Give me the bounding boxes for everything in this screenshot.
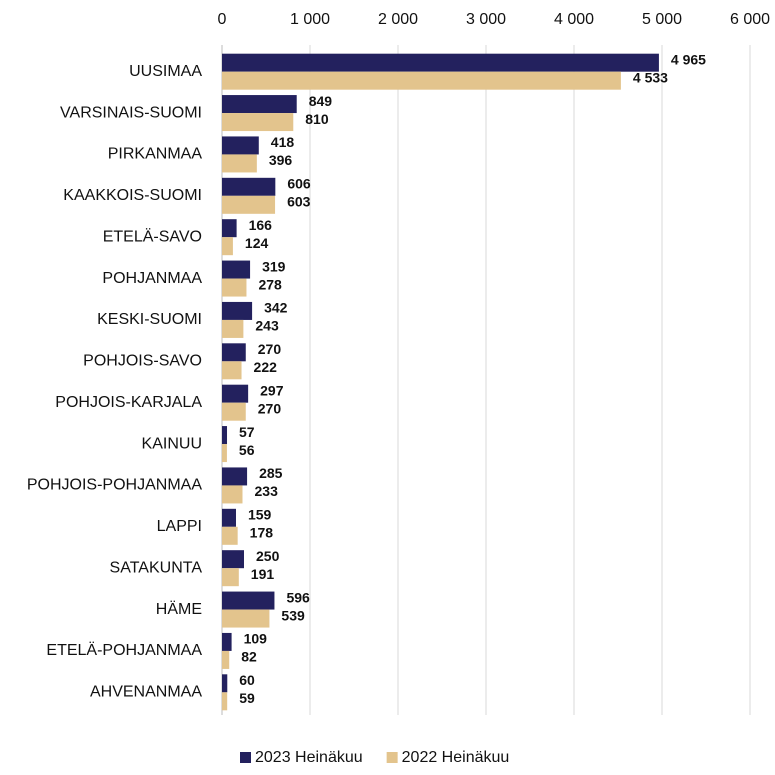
y-tick-label: PIRKANMAA bbox=[108, 146, 203, 163]
value-label: 233 bbox=[255, 483, 279, 499]
bar bbox=[222, 508, 236, 527]
value-label: 178 bbox=[250, 525, 274, 541]
bar bbox=[222, 237, 233, 256]
value-label: 278 bbox=[258, 276, 282, 292]
y-tick-label: VARSINAIS-SUOMI bbox=[60, 104, 202, 121]
value-label: 4 533 bbox=[633, 69, 668, 85]
value-label: 606 bbox=[287, 176, 311, 192]
value-label: 4 965 bbox=[671, 51, 706, 67]
bar bbox=[222, 426, 228, 445]
x-tick-label: 4 000 bbox=[554, 11, 594, 28]
bar bbox=[222, 526, 238, 545]
bar bbox=[222, 71, 621, 90]
value-label: 166 bbox=[249, 217, 273, 233]
bar bbox=[222, 591, 275, 610]
x-tick-label: 2 000 bbox=[378, 11, 418, 28]
value-label: 418 bbox=[271, 134, 295, 150]
value-label: 82 bbox=[241, 649, 257, 665]
bar bbox=[222, 319, 244, 338]
bar bbox=[222, 485, 243, 504]
bar bbox=[222, 674, 228, 693]
bar bbox=[222, 632, 232, 651]
bar bbox=[222, 219, 237, 238]
legend-label: 2022 Heinäkuu bbox=[402, 749, 510, 766]
x-tick-label: 0 bbox=[218, 11, 227, 28]
y-tick-label: UUSIMAA bbox=[129, 63, 202, 80]
value-label: 603 bbox=[287, 194, 311, 210]
y-tick-label: POHJANMAA bbox=[102, 270, 202, 287]
y-tick-label: POHJOIS-SAVO bbox=[83, 353, 202, 370]
bar bbox=[222, 467, 248, 486]
y-tick-label: AHVENANMAA bbox=[90, 684, 202, 701]
value-label: 342 bbox=[264, 300, 288, 316]
bar bbox=[222, 260, 251, 279]
bar bbox=[222, 154, 257, 173]
value-label: 222 bbox=[254, 359, 278, 375]
value-label: 319 bbox=[262, 258, 286, 274]
value-label: 191 bbox=[251, 566, 275, 582]
value-label: 270 bbox=[258, 400, 282, 416]
value-label: 159 bbox=[248, 507, 272, 523]
x-tick-label: 6 000 bbox=[730, 11, 770, 28]
bar bbox=[222, 568, 239, 587]
value-label: 396 bbox=[269, 152, 293, 168]
bar bbox=[222, 195, 276, 214]
y-tick-label: HÄME bbox=[156, 600, 202, 618]
bar bbox=[222, 402, 246, 421]
y-tick-label: POHJOIS-KARJALA bbox=[55, 394, 202, 411]
bar bbox=[222, 177, 276, 196]
bar bbox=[222, 361, 242, 380]
bar bbox=[222, 609, 270, 628]
legend-swatch bbox=[240, 752, 251, 763]
bar bbox=[222, 692, 228, 711]
value-label: 810 bbox=[305, 111, 329, 127]
value-label: 297 bbox=[260, 382, 284, 398]
value-label: 57 bbox=[239, 424, 255, 440]
value-label: 243 bbox=[255, 318, 279, 334]
bar bbox=[222, 113, 294, 132]
bar bbox=[222, 278, 247, 297]
y-tick-label: KESKI-SUOMI bbox=[97, 311, 202, 328]
value-label: 250 bbox=[256, 548, 280, 564]
x-tick-label: 5 000 bbox=[642, 11, 682, 28]
y-tick-label: POHJOIS-POHJANMAA bbox=[27, 477, 202, 494]
value-label: 109 bbox=[244, 631, 268, 647]
y-tick-label: ETELÄ-POHJANMAA bbox=[46, 641, 202, 659]
value-label: 60 bbox=[239, 672, 255, 688]
y-tick-label: KAAKKOIS-SUOMI bbox=[63, 187, 202, 204]
bar bbox=[222, 343, 246, 362]
value-label: 539 bbox=[281, 607, 305, 623]
value-label: 124 bbox=[245, 235, 269, 251]
bar bbox=[222, 444, 227, 463]
bar bbox=[222, 53, 659, 72]
bar bbox=[222, 550, 244, 569]
bar bbox=[222, 650, 230, 669]
legend-label: 2023 Heinäkuu bbox=[255, 749, 363, 766]
bar bbox=[222, 301, 253, 320]
y-tick-label: LAPPI bbox=[157, 518, 202, 535]
y-tick-label: SATAKUNTA bbox=[110, 559, 203, 576]
value-label: 285 bbox=[259, 465, 283, 481]
x-tick-label: 1 000 bbox=[290, 11, 330, 28]
y-tick-label: KAINUU bbox=[142, 435, 202, 452]
bar bbox=[222, 384, 249, 403]
bar bbox=[222, 95, 297, 114]
value-label: 59 bbox=[239, 690, 255, 706]
value-label: 270 bbox=[258, 341, 282, 357]
value-label: 849 bbox=[309, 93, 333, 109]
bar bbox=[222, 136, 259, 155]
x-tick-label: 3 000 bbox=[466, 11, 506, 28]
value-label: 596 bbox=[286, 589, 310, 605]
value-label: 56 bbox=[239, 442, 255, 458]
legend-swatch bbox=[386, 752, 398, 763]
y-tick-label: ETELÄ-SAVO bbox=[103, 227, 202, 245]
